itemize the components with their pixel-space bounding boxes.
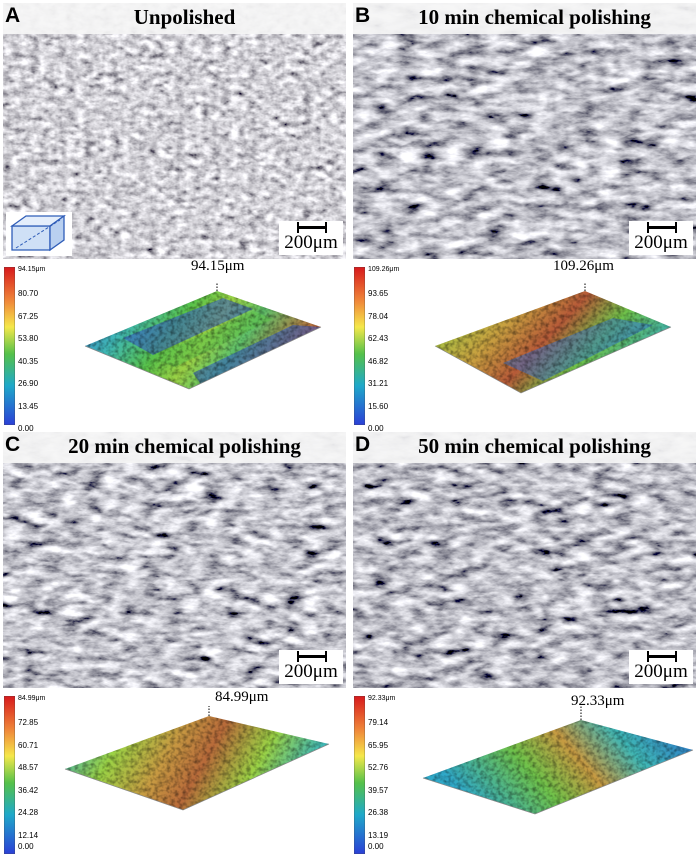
colorbar-tick: 84.99μm xyxy=(18,695,46,702)
colorbar-tick: 93.65 xyxy=(368,289,389,298)
colorbar-tick: 24.28 xyxy=(18,808,39,817)
scale-bar-label: 200μm xyxy=(634,232,688,253)
colorbar-tick: 65.95 xyxy=(368,741,389,750)
panel-letter: D xyxy=(355,433,371,456)
panel-banner: B 10 min chemical polishing xyxy=(353,3,696,34)
micrograph-a: 200μm A Unpolished xyxy=(3,3,346,259)
colorbar-tick: 26.38 xyxy=(368,808,389,817)
colorbar-tick: 0.00 xyxy=(368,842,384,851)
scale-bar-line xyxy=(647,222,677,233)
scale-bar-label: 200μm xyxy=(284,661,338,682)
colorbar-tick: 46.82 xyxy=(368,357,389,366)
surface-profile-3d xyxy=(422,706,694,815)
micrograph-b: 200μm B 10 min chemical polishing xyxy=(353,3,696,259)
colorbar-tick: 40.35 xyxy=(18,357,39,366)
colorbar-tick: 48.57 xyxy=(18,763,39,772)
surface-profile-3d xyxy=(64,706,330,811)
scale-bar-line xyxy=(647,651,677,662)
colorbar-tick: 62.43 xyxy=(368,334,389,343)
colorbar xyxy=(354,267,365,425)
panel-letter: A xyxy=(5,4,21,27)
panel-b: 200μm B 10 min chemical polishing 109.26… xyxy=(353,3,696,433)
panel-c: 200μm C 20 min chemical polishing 84.99μ… xyxy=(3,432,346,855)
colorbar-tick: 72.85 xyxy=(18,718,39,727)
panel-title: Unpolished xyxy=(133,5,236,29)
scale-bar-line xyxy=(297,651,327,662)
colorbar-tick: 92.33μm xyxy=(368,695,396,702)
sample-geometry-icon xyxy=(6,212,72,256)
micrograph-texture-d xyxy=(353,432,696,688)
panel-letter: B xyxy=(355,4,371,27)
colorbar-ticks: 94.15μm 80.70 67.25 53.80 40.35 26.90 13… xyxy=(18,263,68,433)
colorbar-tick: 15.60 xyxy=(368,402,389,411)
scale-bar: 200μm xyxy=(279,221,343,255)
peak-height-label: 94.15μm xyxy=(191,258,245,274)
colorbar-tick: 53.80 xyxy=(18,334,39,343)
colorbar-tick: 26.90 xyxy=(18,379,39,388)
micrograph-d: 200μm D 50 min chemical polishing xyxy=(353,432,696,688)
colorbar xyxy=(4,267,15,425)
colorbar-tick: 13.19 xyxy=(368,831,389,840)
panel-title: 20 min chemical polishing xyxy=(68,434,301,458)
colorbar-tick: 13.45 xyxy=(18,402,39,411)
peak-height-label: 109.26μm xyxy=(553,258,614,274)
scale-bar-label: 200μm xyxy=(284,232,338,253)
panel-title: 10 min chemical polishing xyxy=(418,5,651,29)
colorbar-tick: 109.26μm xyxy=(368,266,400,273)
scale-bar-line xyxy=(297,222,327,233)
panel-banner: D 50 min chemical polishing xyxy=(353,432,696,463)
scale-bar: 200μm xyxy=(279,650,343,684)
colorbar-tick: 52.76 xyxy=(368,763,389,772)
colorbar-tick: 78.04 xyxy=(368,312,389,321)
peak-height-label: 92.33μm xyxy=(571,693,625,709)
colorbar-tick: 31.21 xyxy=(368,379,389,388)
panel-banner: C 20 min chemical polishing xyxy=(3,432,346,463)
colorbar-tick: 0.00 xyxy=(18,424,34,433)
colorbar-ticks: 92.33μm 79.14 65.95 52.76 39.57 26.38 13… xyxy=(368,692,418,858)
colorbar-tick: 0.00 xyxy=(368,424,384,433)
colorbar-tick: 80.70 xyxy=(18,289,39,298)
colorbar-tick: 39.57 xyxy=(368,786,389,795)
panel-d: 200μm D 50 min chemical polishing 92.33μ… xyxy=(353,432,696,855)
colorbar-ticks: 109.26μm 93.65 78.04 62.43 46.82 31.21 1… xyxy=(368,263,418,433)
colorbar-tick: 0.00 xyxy=(18,842,34,851)
scale-bar: 200μm xyxy=(629,650,693,684)
colorbar-ticks: 84.99μm 72.85 60.71 48.57 36.42 24.28 12… xyxy=(18,692,68,858)
colorbar-tick: 94.15μm xyxy=(18,266,46,273)
colorbar-tick: 12.14 xyxy=(18,831,39,840)
colorbar-tick: 36.42 xyxy=(18,786,39,795)
panel-letter: C xyxy=(5,433,21,456)
scale-bar: 200μm xyxy=(629,221,693,255)
micrograph-texture-b xyxy=(353,3,696,259)
colorbar-tick: 60.71 xyxy=(18,741,39,750)
surface-profile-3d xyxy=(84,283,322,390)
colorbar xyxy=(4,696,15,854)
colorbar-tick: 67.25 xyxy=(18,312,39,321)
colorbar xyxy=(354,696,365,854)
panel-a: 200μm A Unpolished 94.15μm 80.70 67.25 5… xyxy=(3,3,346,433)
panel-title: 50 min chemical polishing xyxy=(418,434,651,458)
micrograph-c: 200μm C 20 min chemical polishing xyxy=(3,432,346,688)
peak-height-label: 84.99μm xyxy=(215,689,269,705)
micrograph-texture-c xyxy=(3,432,346,688)
surface-profile-3d xyxy=(434,283,672,394)
panel-banner: A Unpolished xyxy=(3,3,346,34)
scale-bar-label: 200μm xyxy=(634,661,688,682)
colorbar-tick: 79.14 xyxy=(368,718,389,727)
